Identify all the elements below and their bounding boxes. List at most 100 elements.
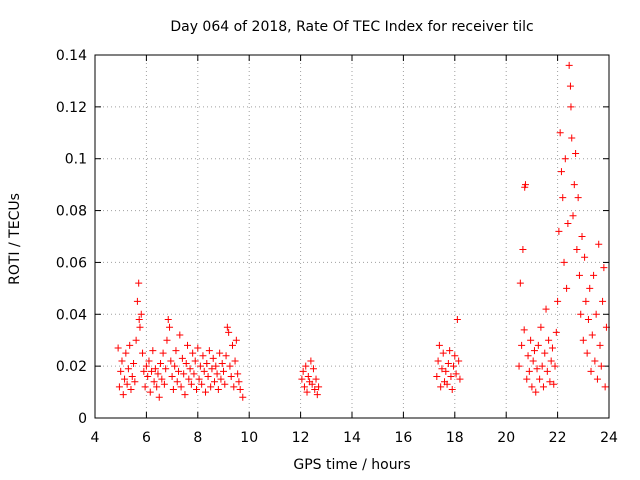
data-points	[114, 61, 610, 401]
data-point	[450, 362, 458, 370]
data-point	[114, 344, 122, 352]
data-point	[439, 349, 447, 357]
data-point	[190, 370, 198, 378]
data-point	[145, 357, 153, 365]
data-point	[579, 336, 587, 344]
data-point	[133, 297, 141, 305]
data-point	[567, 103, 575, 111]
data-point	[155, 393, 163, 401]
data-point	[519, 245, 527, 253]
y-tick-label: 0.14	[56, 48, 87, 64]
data-point	[569, 212, 577, 220]
data-point	[115, 383, 123, 391]
data-point	[203, 360, 211, 368]
data-point	[542, 305, 550, 313]
data-point	[313, 391, 321, 399]
data-point	[130, 360, 138, 368]
data-point	[121, 375, 129, 383]
data-point	[527, 336, 535, 344]
data-point	[520, 326, 528, 334]
data-point	[547, 357, 555, 365]
data-point	[555, 227, 563, 235]
y-tick-label: 0.04	[56, 307, 87, 323]
data-point	[538, 362, 546, 370]
data-point	[223, 323, 231, 331]
data-point	[455, 357, 463, 365]
y-tick-label: 0	[78, 411, 87, 427]
data-point	[220, 367, 227, 375]
data-point	[543, 367, 551, 375]
data-point	[148, 367, 156, 375]
data-point	[180, 370, 188, 378]
data-point	[601, 383, 609, 391]
data-point	[546, 378, 554, 386]
data-point	[198, 380, 206, 388]
data-point	[587, 367, 595, 375]
data-point	[452, 370, 460, 378]
data-point	[539, 383, 547, 391]
data-point	[582, 297, 590, 305]
data-point	[591, 357, 599, 365]
data-point	[142, 362, 150, 370]
data-point	[548, 344, 556, 352]
data-point	[137, 310, 145, 318]
data-point	[446, 347, 454, 355]
data-point	[182, 360, 190, 368]
data-point	[577, 310, 585, 318]
data-point	[525, 367, 533, 375]
data-point	[175, 367, 183, 375]
data-point	[447, 373, 455, 381]
data-point	[444, 360, 452, 368]
data-point	[186, 365, 194, 373]
data-point	[588, 331, 596, 339]
x-tick-label: 8	[193, 430, 202, 446]
data-point	[234, 370, 242, 378]
data-point	[303, 388, 311, 396]
data-point	[551, 362, 559, 370]
data-point	[435, 341, 443, 349]
data-point	[194, 344, 202, 352]
data-point	[561, 155, 569, 163]
data-point	[574, 194, 582, 202]
data-point	[516, 279, 524, 287]
x-tick-label: 20	[497, 430, 515, 446]
data-point	[154, 370, 162, 378]
data-point	[578, 233, 586, 240]
data-point	[518, 341, 526, 349]
data-point	[168, 373, 176, 381]
data-point	[149, 347, 157, 355]
data-point	[140, 367, 148, 375]
data-point	[213, 370, 221, 378]
data-point	[191, 357, 199, 365]
data-point	[565, 61, 573, 69]
data-point	[434, 357, 442, 365]
data-point	[537, 323, 545, 331]
data-point	[231, 357, 239, 365]
data-point	[199, 352, 207, 360]
data-point	[575, 271, 583, 279]
data-point	[146, 388, 154, 396]
data-point	[572, 150, 580, 158]
data-point	[227, 373, 235, 381]
data-point	[160, 380, 168, 388]
x-axis-label: GPS time / hours	[293, 457, 410, 473]
data-point	[298, 375, 306, 383]
data-point	[119, 391, 127, 399]
data-point	[226, 362, 234, 370]
data-point	[564, 220, 572, 228]
data-point	[541, 349, 549, 357]
data-point	[207, 383, 215, 391]
data-point	[169, 385, 177, 393]
data-point	[178, 354, 186, 362]
data-point	[135, 315, 143, 323]
x-tick-label: 12	[292, 430, 310, 446]
data-point	[204, 373, 212, 381]
data-point	[202, 388, 210, 396]
data-point	[557, 168, 565, 176]
data-point	[150, 378, 158, 386]
data-point	[187, 380, 195, 388]
data-point	[568, 134, 576, 142]
data-point	[597, 362, 605, 370]
data-point	[595, 240, 603, 248]
data-point	[302, 362, 310, 370]
